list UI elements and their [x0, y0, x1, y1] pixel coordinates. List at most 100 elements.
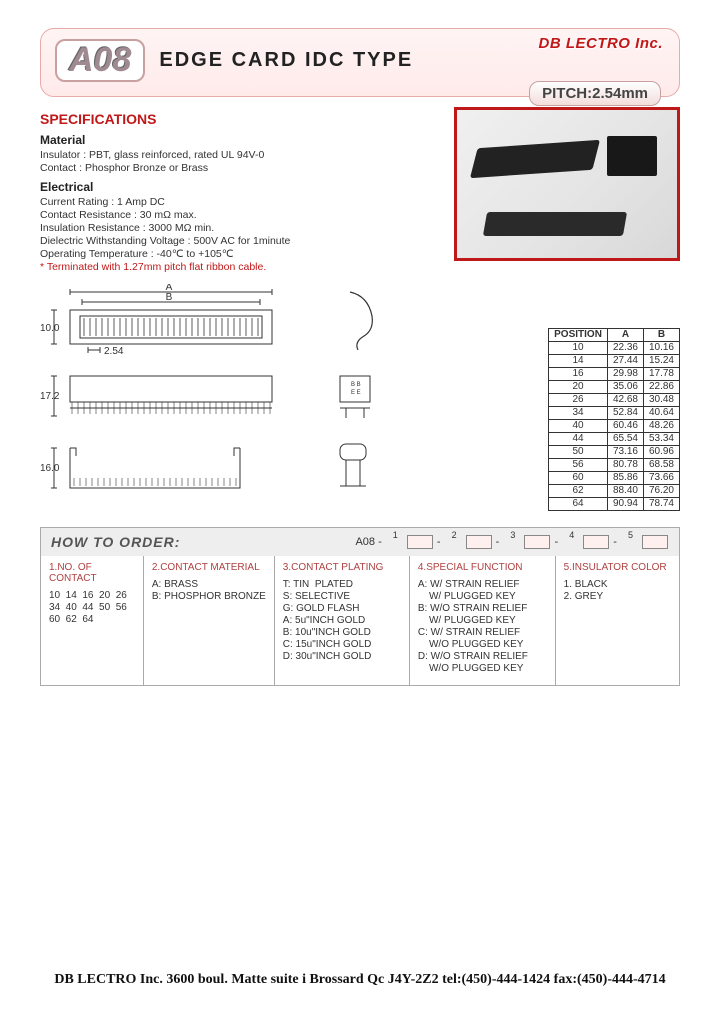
order-option: A: 5u"INCH GOLD — [283, 615, 401, 626]
table-cell: 53.34 — [643, 433, 679, 446]
table-cell: 22.86 — [643, 381, 679, 394]
product-title: EDGE CARD IDC TYPE — [159, 49, 413, 72]
order-col-heading: 5.INSULATOR COLOR — [564, 562, 671, 573]
table-row: 2642.6830.48 — [549, 394, 680, 407]
table-row: 5073.1660.96 — [549, 446, 680, 459]
order-option: C: W/ STRAIN RELIEF — [418, 627, 547, 638]
table-cell: 60 — [549, 472, 608, 485]
table-cell: 16 — [549, 368, 608, 381]
table-header: A — [607, 329, 643, 342]
svg-text:E E: E E — [351, 390, 361, 396]
table-cell: 14 — [549, 355, 608, 368]
dimension-table-wrap: POSITIONAB 1022.3610.161427.4415.241629.… — [548, 328, 680, 511]
connector-drawing — [483, 212, 627, 236]
table-cell: 56 — [549, 459, 608, 472]
header-box: DB LECTRO Inc. A08 EDGE CARD IDC TYPE PI… — [40, 28, 680, 97]
order-option: 1. BLACK — [564, 579, 671, 590]
company-name: DB LECTRO Inc. — [538, 35, 663, 52]
spec-line: Operating Temperature : -40℃ to +105℃ — [40, 248, 440, 260]
dim-10: 10.0 — [40, 323, 60, 334]
order-table: 1.NO. OF CONTACT10 14 16 20 2634 40 44 5… — [41, 556, 679, 685]
table-cell: 60.46 — [607, 420, 643, 433]
dim-B: B — [166, 292, 173, 303]
table-cell: 80.78 — [607, 459, 643, 472]
order-option: W/O PLUGGED KEY — [418, 639, 547, 650]
table-row: 4465.5453.34 — [549, 433, 680, 446]
table-row: 1629.9817.78 — [549, 368, 680, 381]
table-cell: 90.94 — [607, 498, 643, 511]
order-option: G: GOLD FLASH — [283, 603, 401, 614]
dimension-table: POSITIONAB 1022.3610.161427.4415.241629.… — [548, 328, 680, 511]
order-col-heading: 2.CONTACT MATERIAL — [152, 562, 266, 573]
table-cell: 78.74 — [643, 498, 679, 511]
order-column: 4.SPECIAL FUNCTION A: W/ STRAIN RELIEF W/… — [409, 556, 555, 685]
table-cell: 73.66 — [643, 472, 679, 485]
diagrams: A B 10.0 2.54 — [40, 284, 538, 511]
order-option: A: W/ STRAIN RELIEF — [418, 579, 547, 590]
spec-line: Insulator : PBT, glass reinforced, rated… — [40, 149, 440, 161]
table-row: 2035.0622.86 — [549, 381, 680, 394]
table-cell: 35.06 — [607, 381, 643, 394]
order-column: 2.CONTACT MATERIALA: BRASSB: PHOSPHOR BR… — [143, 556, 274, 685]
table-cell: 27.44 — [607, 355, 643, 368]
footer: DB LECTRO Inc. 3600 boul. Matte suite i … — [0, 972, 720, 988]
order-col-heading: 1.NO. OF CONTACT — [49, 562, 135, 584]
clip-end-icon — [340, 444, 366, 486]
table-row: 6085.8673.66 — [549, 472, 680, 485]
order-option: 60 62 64 — [49, 614, 135, 625]
dim-254: 2.54 — [104, 346, 124, 357]
table-cell: 85.86 — [607, 472, 643, 485]
spec-heading: SPECIFICATIONS — [40, 111, 440, 127]
spec-line: Contact : Phosphor Bronze or Brass — [40, 162, 440, 174]
spec-row: SPECIFICATIONS Material Insulator : PBT,… — [40, 107, 680, 274]
order-heading: HOW TO ORDER: — [51, 534, 180, 550]
table-header: B — [643, 329, 679, 342]
table-cell: 62 — [549, 485, 608, 498]
order-option: S: SELECTIVE — [283, 591, 401, 602]
order-column: 1.NO. OF CONTACT10 14 16 20 2634 40 44 5… — [41, 556, 143, 685]
order-option: T: TIN PLATED — [283, 579, 401, 590]
order-option: A: BRASS — [152, 579, 266, 590]
diagram-zone: A B 10.0 2.54 — [40, 284, 680, 511]
table-cell: 60.96 — [643, 446, 679, 459]
table-cell: 42.68 — [607, 394, 643, 407]
product-photo — [454, 107, 680, 261]
table-cell: 88.40 — [607, 485, 643, 498]
order-code: A08 - 1 - 2 - 3 - 4 - 5 — [355, 535, 669, 549]
product-badge: A08 — [55, 39, 145, 82]
end-view-icon: B B E E — [340, 376, 370, 418]
table-cell: 40 — [549, 420, 608, 433]
table-cell: 50 — [549, 446, 608, 459]
table-row: 1022.3610.16 — [549, 342, 680, 355]
table-cell: 17.78 — [643, 368, 679, 381]
diagram-relief: 16.0 — [40, 442, 410, 502]
table-row: 5680.7868.58 — [549, 459, 680, 472]
table-cell: 26 — [549, 394, 608, 407]
order-head: HOW TO ORDER: A08 - 1 - 2 - 3 - 4 - 5 — [41, 528, 679, 556]
table-cell: 52.84 — [607, 407, 643, 420]
connector-drawing — [470, 140, 600, 178]
table-row: 1427.4415.24 — [549, 355, 680, 368]
order-option: 10 14 16 20 26 — [49, 590, 135, 601]
table-cell: 34 — [549, 407, 608, 420]
dim-160: 16.0 — [40, 463, 60, 474]
table-cell: 68.58 — [643, 459, 679, 472]
spec-line: Insulation Resistance : 3000 MΩ min. — [40, 222, 440, 234]
table-cell: 10.16 — [643, 342, 679, 355]
order-column: 3.CONTACT PLATINGT: TIN PLATEDS: SELECTI… — [274, 556, 409, 685]
spec-line: Current Rating : 1 Amp DC — [40, 196, 440, 208]
table-row: 6490.9478.74 — [549, 498, 680, 511]
svg-text:B B: B B — [351, 382, 361, 388]
table-cell: 64 — [549, 498, 608, 511]
order-option: 2. GREY — [564, 591, 671, 602]
table-row: 4060.4648.26 — [549, 420, 680, 433]
order-col-heading: 4.SPECIAL FUNCTION — [418, 562, 547, 573]
order-option: B: 10u"INCH GOLD — [283, 627, 401, 638]
pitch-badge: PITCH:2.54mm — [529, 81, 661, 106]
connector-drawing — [607, 136, 657, 176]
table-cell: 22.36 — [607, 342, 643, 355]
order-option: W/O PLUGGED KEY — [418, 663, 547, 674]
table-row: 3452.8440.64 — [549, 407, 680, 420]
spec-line: Dielectric Withstanding Voltage : 500V A… — [40, 235, 440, 247]
order-box: HOW TO ORDER: A08 - 1 - 2 - 3 - 4 - 5 1.… — [40, 527, 680, 686]
